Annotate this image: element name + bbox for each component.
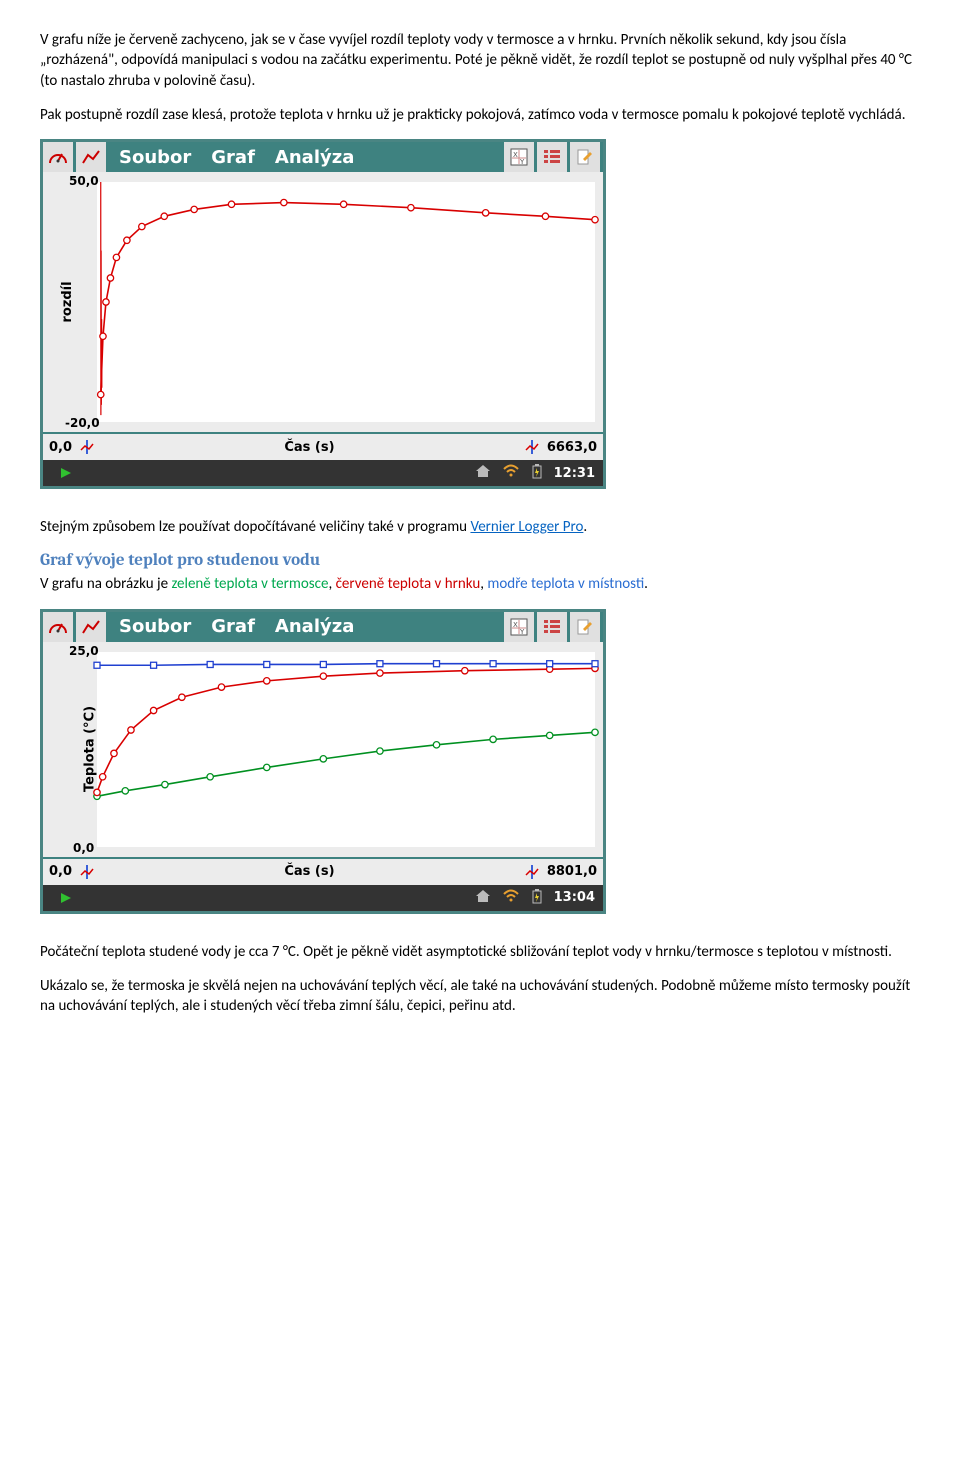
text-green: zeleně teplota v termosce [171, 575, 328, 593]
meter-icon[interactable] [43, 142, 74, 172]
chart-teplota: Soubor Graf Analýza XY Teplota (°C) 25,0… [40, 609, 606, 914]
marker-icon[interactable] [525, 865, 539, 879]
section-heading: Graf vývoje teplot pro studenou vodu [40, 551, 920, 570]
paragraph: Počáteční teplota studené vody je cca 7 … [40, 942, 920, 962]
paragraph: Pak postupně rozdíl zase klesá, protože … [40, 105, 920, 125]
marker-icon[interactable] [80, 865, 94, 879]
y-bot-tick: -20,0 [65, 416, 100, 430]
list-icon[interactable] [537, 142, 568, 172]
x-axis-label: Čas (s) [96, 864, 523, 879]
wifi-icon[interactable] [502, 463, 520, 483]
x-axis-bar: 0,0 Čas (s) 6663,0 [43, 432, 603, 460]
text-blue: modře teplota v místnosti [487, 575, 644, 593]
x-left-tick: 0,0 [43, 864, 78, 879]
text: , [328, 575, 335, 593]
menu-soubor[interactable]: Soubor [119, 147, 191, 168]
edit-icon[interactable] [570, 142, 601, 172]
menu-analyza[interactable]: Analýza [275, 147, 354, 168]
menu-graf[interactable]: Graf [211, 616, 255, 637]
graph-icon[interactable] [76, 142, 107, 172]
text: . [644, 575, 648, 593]
y-bot-tick: 0,0 [73, 841, 94, 855]
chart2-svg [43, 642, 603, 857]
paragraph: V grafu na obrázku je zeleně teplota v t… [40, 574, 920, 594]
status-bar: 13:04 [43, 885, 603, 911]
text: . [583, 518, 587, 536]
paragraph: Stejným způsobem lze používat dopočítáva… [40, 517, 920, 537]
x-axis-bar: 0,0 Čas (s) 8801,0 [43, 857, 603, 885]
menu-analyza[interactable]: Analýza [275, 616, 354, 637]
text: Stejným způsobem lze používat dopočítáva… [40, 518, 470, 536]
meter-icon[interactable] [43, 612, 74, 642]
plot-area: Teplota (°C) 25,0 0,0 [43, 642, 603, 857]
plot-area: rozdíl 50,0 -20,0 [43, 172, 603, 432]
app-toolbar: Soubor Graf Analýza XY [43, 142, 603, 172]
marker-icon[interactable] [525, 440, 539, 454]
y-top-tick: 25,0 [69, 644, 99, 658]
marker-icon[interactable] [80, 440, 94, 454]
status-bar: 12:31 [43, 460, 603, 486]
graph-icon[interactable] [76, 612, 107, 642]
play-button[interactable] [51, 885, 81, 911]
link-logger-pro[interactable]: Vernier Logger Pro [470, 518, 583, 536]
home-icon[interactable] [474, 888, 492, 908]
edit-icon[interactable] [570, 612, 601, 642]
play-button[interactable] [51, 460, 81, 486]
x-left-tick: 0,0 [43, 440, 78, 455]
paragraph: V grafu níže je červeně zachyceno, jak s… [40, 30, 920, 91]
battery-icon[interactable] [530, 888, 544, 908]
clock-time: 13:04 [554, 890, 595, 905]
chart1-svg [43, 172, 603, 432]
text: V grafu na obrázku je [40, 575, 171, 593]
clock-time: 12:31 [554, 466, 595, 481]
text-red: červeně teplota v hrnku [336, 575, 481, 593]
menu-soubor[interactable]: Soubor [119, 616, 191, 637]
home-icon[interactable] [474, 463, 492, 483]
wifi-icon[interactable] [502, 888, 520, 908]
x-axis-label: Čas (s) [96, 440, 523, 455]
paragraph: Ukázalo se, že termoska je skvělá nejen … [40, 976, 920, 1017]
y-axis-label: rozdíl [60, 281, 75, 322]
menu-graf[interactable]: Graf [211, 147, 255, 168]
y-axis-label: Teplota (°C) [83, 706, 98, 792]
xy-icon[interactable]: XY [504, 612, 535, 642]
xy-icon[interactable]: XY [504, 142, 535, 172]
y-top-tick: 50,0 [69, 174, 99, 188]
app-toolbar: Soubor Graf Analýza XY [43, 612, 603, 642]
svg-text:Y: Y [519, 628, 525, 636]
chart-rozdil: Soubor Graf Analýza XY rozdíl 50,0 -20,0… [40, 139, 606, 489]
x-right-tick: 8801,0 [541, 864, 603, 879]
battery-icon[interactable] [530, 463, 544, 483]
list-icon[interactable] [537, 612, 568, 642]
svg-text:Y: Y [519, 158, 525, 166]
x-right-tick: 6663,0 [541, 440, 603, 455]
